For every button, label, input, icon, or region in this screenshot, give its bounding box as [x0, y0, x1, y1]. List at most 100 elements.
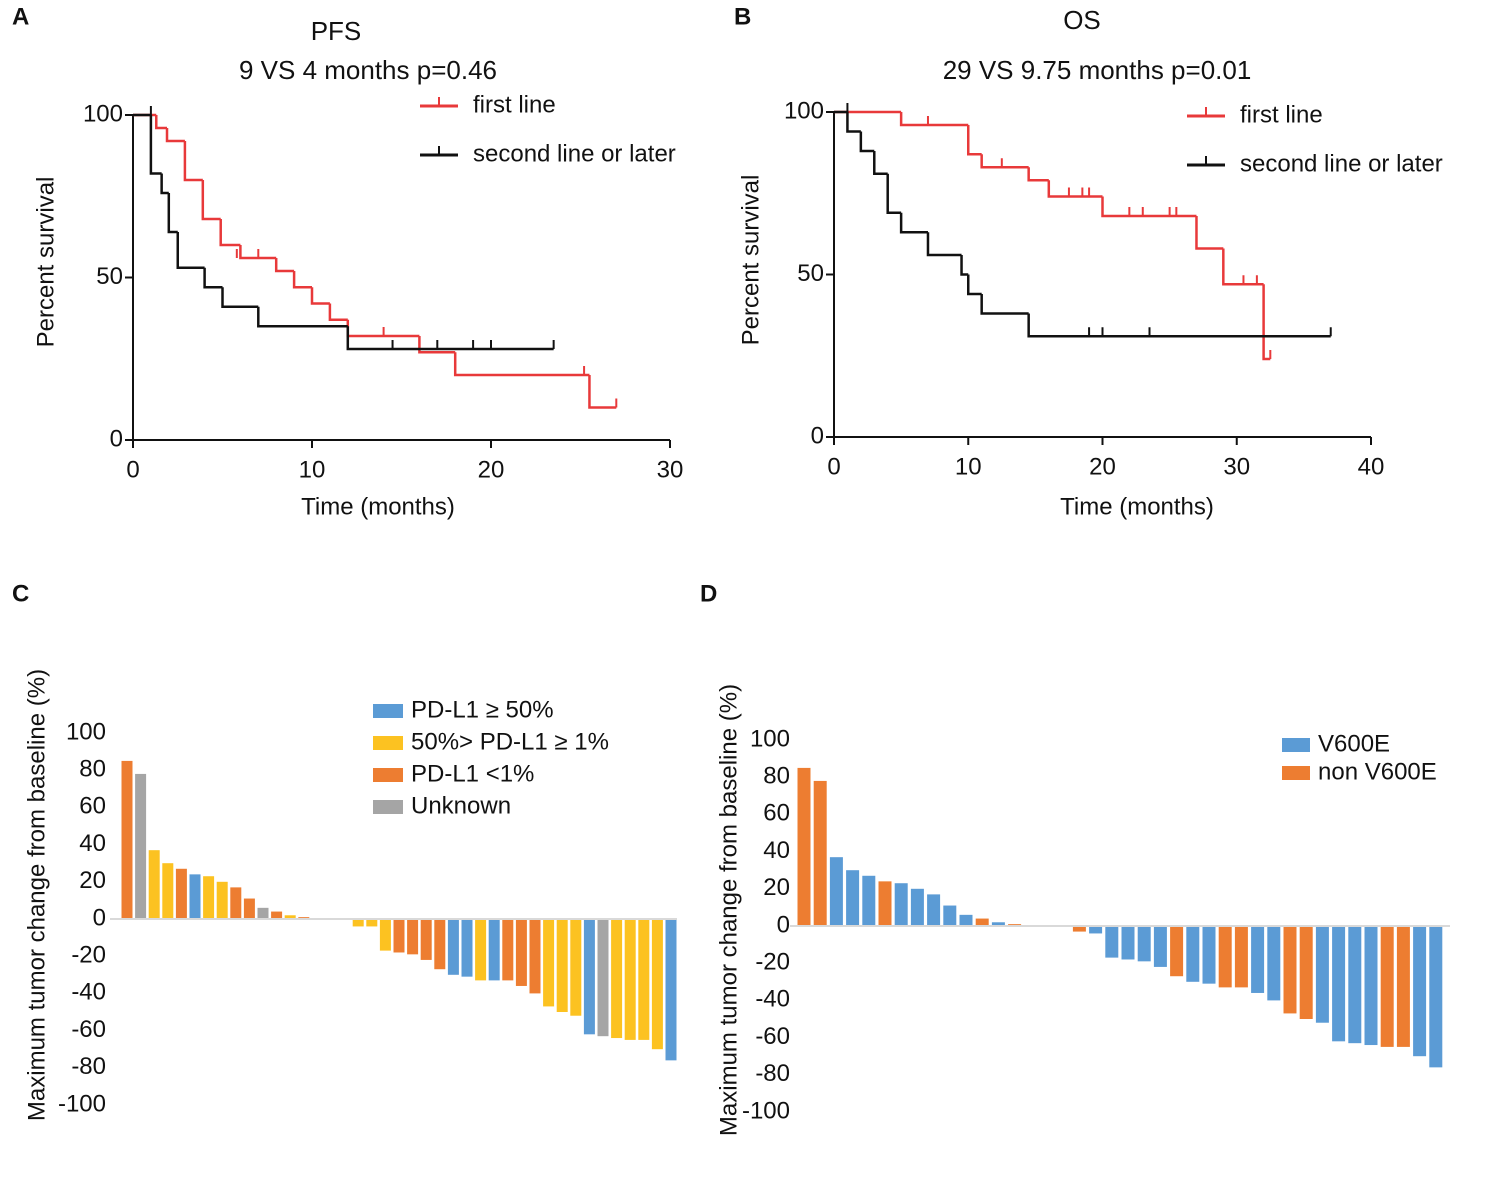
bar	[570, 919, 582, 1016]
bar	[1121, 926, 1135, 960]
bar	[162, 863, 174, 919]
y-tick-label: 60	[79, 793, 106, 820]
panel-label: D	[700, 580, 717, 607]
legend-label: first line	[473, 91, 556, 118]
bar	[651, 919, 663, 1050]
y-axis-label: Maximum tumor change from baseline (%)	[23, 669, 50, 1121]
survival-step	[886, 173, 902, 214]
y-tick-label: 0	[110, 425, 123, 452]
survival-step	[873, 151, 888, 175]
y-tick-label: 100	[83, 100, 123, 127]
survival-step	[183, 141, 203, 182]
y-tick-label: 40	[763, 837, 790, 864]
y-tick-label: 0	[93, 904, 106, 931]
survival-step	[899, 212, 928, 234]
bar	[1202, 926, 1216, 984]
y-tick-label: -40	[755, 986, 790, 1013]
bar	[1348, 926, 1362, 1044]
bar	[975, 918, 989, 926]
survival-step	[176, 232, 205, 269]
bar	[991, 922, 1005, 926]
bar	[407, 919, 419, 955]
bar	[1186, 926, 1200, 982]
y-tick-label: -80	[755, 1060, 790, 1087]
bar	[638, 919, 650, 1040]
survival-step	[1101, 196, 1197, 218]
survival-step	[167, 193, 178, 234]
survival-step	[274, 258, 295, 273]
survival-step	[160, 173, 169, 195]
survival-step	[203, 267, 223, 289]
survival-step	[967, 274, 982, 296]
bar	[1429, 926, 1443, 1068]
bar	[910, 888, 924, 926]
legend-swatch	[373, 800, 403, 814]
y-axis-label: Percent survival	[32, 177, 59, 348]
bar	[1315, 926, 1329, 1023]
bar	[1089, 926, 1103, 934]
bar	[257, 907, 269, 919]
y-tick-label: -40	[71, 979, 106, 1006]
legend-swatch	[373, 704, 403, 718]
legend-swatch	[373, 768, 403, 782]
survival-step	[1195, 216, 1224, 250]
panel-label: B	[734, 3, 751, 30]
bar	[189, 874, 201, 919]
bar	[1267, 926, 1281, 1001]
bar	[556, 919, 568, 1012]
legend-label: first line	[1240, 101, 1323, 128]
y-tick-label: -20	[71, 942, 106, 969]
y-tick-label: -20	[755, 949, 790, 976]
survival-step	[980, 294, 1029, 315]
y-tick-label: 80	[79, 756, 106, 783]
survival-step	[1027, 167, 1049, 182]
bar	[447, 919, 459, 975]
x-axis-label: Time (months)	[1060, 493, 1214, 520]
y-axis-label: Percent survival	[737, 175, 764, 346]
survival-step	[219, 219, 241, 247]
y-tick-label: -60	[71, 1016, 106, 1043]
bar	[665, 919, 677, 1061]
bar	[216, 881, 228, 919]
survival-step	[292, 271, 312, 289]
survival-step	[1222, 248, 1264, 286]
survival-step	[155, 115, 168, 130]
bar	[1413, 926, 1427, 1057]
survival-step	[1027, 313, 1331, 338]
legend-label: non V600E	[1318, 758, 1437, 785]
survival-step	[967, 125, 982, 156]
y-tick-label: -100	[58, 1090, 106, 1117]
bar	[434, 919, 446, 970]
bar	[1218, 926, 1232, 988]
x-tick-label: 0	[126, 456, 139, 483]
x-tick-label: 20	[1089, 453, 1116, 480]
y-tick-label: 80	[763, 763, 790, 790]
bar	[1364, 926, 1378, 1046]
y-tick-label: -100	[742, 1097, 790, 1124]
y-tick-label: 0	[777, 911, 790, 938]
bar	[175, 868, 187, 919]
survival-step	[960, 255, 969, 276]
x-axis-label: Time (months)	[301, 493, 455, 520]
bar	[230, 887, 242, 919]
survival-step	[149, 115, 162, 175]
survival-step	[453, 352, 590, 377]
survival-step	[165, 128, 185, 143]
survival-step	[1047, 180, 1103, 198]
panel-label: A	[12, 3, 29, 30]
bar	[846, 870, 860, 926]
bar	[1105, 926, 1119, 958]
legend-label: second line or later	[473, 140, 676, 167]
bar	[597, 919, 609, 1037]
legend-label: PD-L1 <1%	[411, 760, 534, 787]
y-tick-label: 100	[66, 718, 106, 745]
y-tick-label: 100	[784, 97, 824, 124]
y-tick-label: 100	[750, 725, 790, 752]
y-axis-label: Maximum tumor change from baseline (%)	[715, 684, 742, 1136]
bar	[148, 850, 160, 919]
bar	[121, 760, 133, 919]
y-tick-label: 50	[797, 260, 824, 287]
legend-label: PD-L1 ≥ 50%	[411, 696, 554, 723]
bar	[420, 919, 432, 960]
